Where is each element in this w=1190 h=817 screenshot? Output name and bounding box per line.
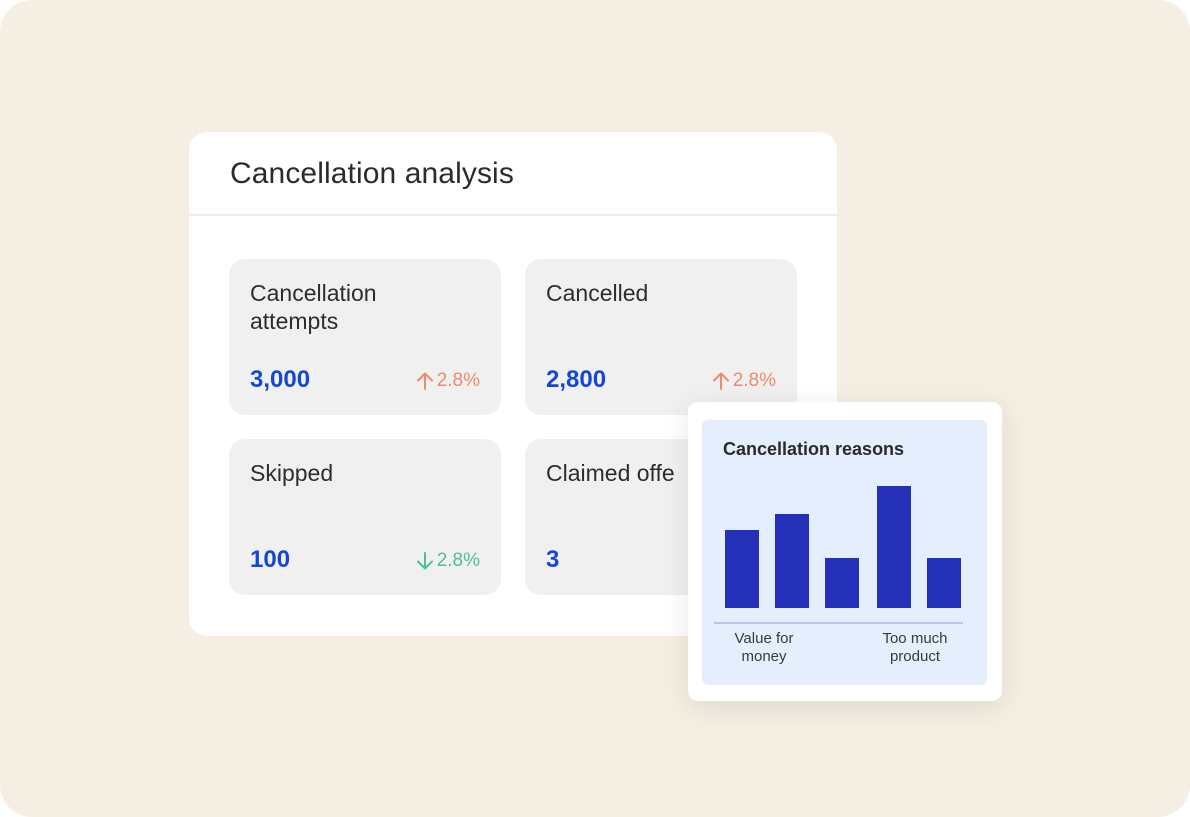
- card-value: 3,000: [250, 366, 311, 393]
- change-value: 2.8%: [732, 370, 776, 391]
- cancellation-reasons-popup: Cancellation reasons Value for money Too…: [688, 402, 1002, 701]
- arrow-up-icon: [712, 371, 730, 391]
- chart-bar: [725, 530, 759, 608]
- x-tick-label: Too much product: [882, 630, 948, 665]
- card-label: Claimed offe: [546, 460, 675, 486]
- card-change: 2.8%: [416, 550, 480, 572]
- arrow-up-icon: [416, 371, 434, 391]
- chart-bar: [927, 558, 961, 608]
- bar-chart: [714, 486, 963, 624]
- stat-card-cancelled[interactable]: Cancelled 2,800 2.8%: [525, 259, 797, 415]
- panel-title: Cancellation analysis: [230, 157, 514, 190]
- chart-bar: [775, 514, 809, 608]
- card-value: 2,800: [546, 366, 607, 393]
- stat-card-cancellation-attempts[interactable]: Cancellation attempts 3,000 2.8%: [229, 259, 501, 415]
- card-change: 2.8%: [712, 370, 776, 392]
- cancellation-analysis-panel: Cancellation analysis Cancellation attem…: [189, 132, 837, 636]
- chart-bar: [825, 558, 859, 608]
- change-value: 2.8%: [436, 550, 480, 571]
- card-label: Cancelled: [546, 280, 649, 306]
- panel-header: Cancellation analysis: [189, 132, 837, 216]
- chart-bar: [877, 486, 911, 608]
- chart-title: Cancellation reasons: [723, 439, 905, 459]
- card-label: Skipped: [250, 460, 334, 486]
- change-value: 2.8%: [436, 370, 480, 391]
- card-value: 100: [250, 546, 291, 573]
- card-change: 2.8%: [416, 370, 480, 392]
- card-value: 3: [546, 546, 560, 573]
- arrow-down-icon: [416, 551, 434, 571]
- cancellation-reasons-chart-card: Cancellation reasons Value for money Too…: [702, 420, 987, 685]
- x-tick-label: Value for money: [734, 630, 794, 665]
- card-label: Cancellation attempts: [250, 280, 377, 334]
- stat-card-skipped[interactable]: Skipped 100 2.8%: [229, 439, 501, 595]
